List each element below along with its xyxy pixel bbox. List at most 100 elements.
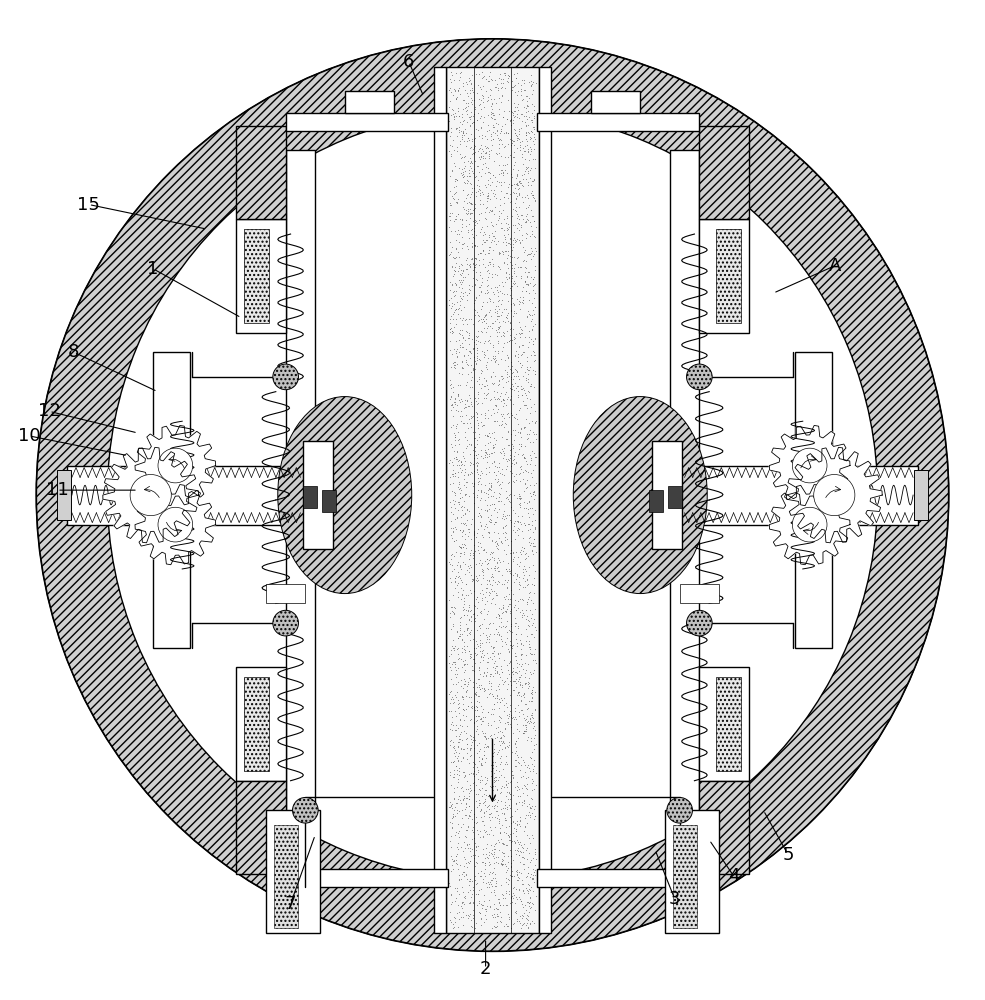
Point [475, 570, 491, 586]
Point [524, 576, 540, 592]
Point [511, 293, 527, 309]
Point [463, 853, 479, 869]
Point [481, 332, 496, 348]
Point [482, 666, 497, 682]
Point [480, 354, 495, 370]
Point [495, 467, 511, 483]
Point [486, 846, 501, 862]
Point [504, 664, 520, 680]
Point [492, 897, 508, 913]
Point [509, 220, 525, 236]
Point [448, 91, 464, 107]
Point [475, 94, 491, 110]
Point [486, 107, 501, 123]
Point [523, 347, 539, 363]
Point [469, 679, 485, 695]
Point [516, 244, 532, 260]
Point [466, 715, 482, 731]
Point [492, 165, 508, 181]
Point [462, 189, 478, 205]
Point [491, 212, 506, 228]
Point [527, 701, 543, 717]
Point [486, 153, 501, 169]
Point [526, 491, 542, 507]
Point [442, 494, 458, 510]
Bar [266, 810, 320, 933]
Point [523, 378, 539, 394]
Point [441, 703, 457, 719]
Point [502, 131, 518, 147]
Point [478, 308, 493, 324]
Point [452, 69, 468, 85]
Point [445, 654, 461, 670]
Point [505, 432, 521, 448]
Point [478, 232, 493, 248]
Point [455, 507, 471, 523]
Bar [266, 584, 305, 603]
Point [455, 360, 471, 376]
Point [485, 569, 500, 585]
Point [446, 179, 462, 195]
Point [505, 239, 521, 255]
Point [445, 808, 461, 824]
Point [523, 143, 539, 159]
Point [459, 106, 475, 122]
Point [467, 543, 483, 559]
Point [511, 488, 527, 504]
Point [502, 703, 518, 719]
Point [495, 222, 511, 238]
Point [492, 90, 507, 106]
Point [525, 506, 541, 522]
Point [490, 914, 505, 930]
Point [444, 188, 460, 204]
Point [492, 681, 507, 697]
Point [468, 356, 484, 372]
Point [492, 877, 508, 893]
Point [463, 195, 479, 211]
Point [456, 546, 472, 562]
Point [459, 195, 475, 211]
Point [472, 192, 488, 208]
Point [448, 277, 464, 293]
Point [525, 462, 541, 478]
Point [468, 213, 484, 229]
Point [489, 178, 504, 194]
Point [469, 489, 485, 505]
Point [518, 127, 534, 143]
Point [447, 427, 463, 443]
Point [460, 222, 476, 238]
Point [502, 113, 518, 129]
Point [470, 172, 486, 188]
Point [451, 695, 467, 711]
Point [445, 284, 461, 300]
Point [498, 165, 514, 181]
Point [463, 108, 479, 124]
Point [464, 658, 480, 674]
Point [469, 464, 485, 480]
Point [526, 538, 542, 554]
Point [464, 205, 480, 221]
Point [445, 604, 461, 620]
Point [469, 839, 485, 855]
Point [465, 759, 481, 775]
Point [442, 128, 458, 144]
Point [461, 311, 477, 327]
Point [454, 810, 470, 826]
Point [517, 675, 533, 691]
Point [484, 581, 499, 597]
Point [456, 182, 472, 198]
Point [460, 88, 476, 104]
Point [476, 224, 492, 240]
Point [499, 854, 515, 870]
Point [524, 689, 540, 705]
Point [487, 464, 502, 480]
Point [497, 572, 513, 588]
Point [523, 269, 539, 285]
Point [515, 785, 531, 801]
Point [527, 519, 543, 535]
Point [477, 333, 492, 349]
Point [447, 656, 463, 672]
Point [511, 329, 527, 345]
Point [443, 107, 459, 123]
Point [508, 188, 524, 204]
